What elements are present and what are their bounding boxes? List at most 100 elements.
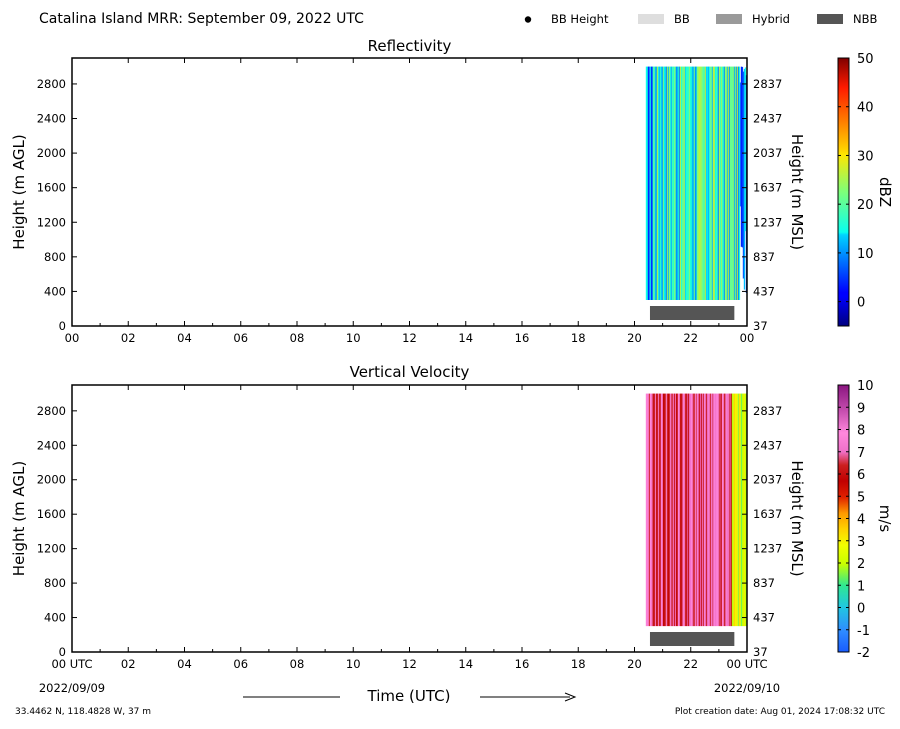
heatmap-column	[651, 66, 654, 300]
heatmap-column	[662, 66, 665, 300]
heatmap-column	[707, 393, 710, 627]
plot-creation-date: Plot creation date: Aug 01, 2024 17:08:3…	[675, 707, 885, 717]
heatmap-column	[737, 66, 740, 300]
heatmap-column	[649, 66, 652, 300]
y-tick-label: 400	[44, 611, 66, 625]
heatmap-column	[690, 393, 693, 627]
x-tick-label: 22	[683, 657, 698, 671]
heatmap-column	[735, 66, 738, 300]
heatmap-column	[687, 66, 690, 300]
heatmap-column	[677, 66, 680, 300]
y-tick-label-right: 37	[753, 645, 768, 659]
heatmap-column	[646, 393, 649, 627]
heatmap-column	[656, 66, 659, 300]
heatmap-column	[696, 66, 699, 300]
x-tick-label: 12	[402, 657, 417, 671]
heatmap-column	[706, 393, 709, 627]
heatmap-column	[713, 66, 716, 300]
heatmap-column	[679, 66, 682, 300]
heatmap-column	[679, 393, 682, 627]
heatmap-column	[681, 66, 684, 300]
heatmap-column	[726, 393, 729, 627]
heatmap-column	[664, 393, 667, 627]
y-tick-label: 800	[44, 576, 66, 590]
colorbar-tick-label: -1	[857, 624, 870, 639]
heatmap-column	[720, 393, 723, 627]
colorbar-tick-label: 6	[857, 468, 865, 483]
heatmap-column	[668, 393, 671, 627]
heatmap-column	[717, 66, 720, 300]
heatmap-column	[710, 66, 713, 300]
heatmap-column	[714, 393, 717, 627]
heatmap-column	[719, 66, 722, 300]
heatmap-column	[652, 66, 655, 300]
heatmap-column	[702, 393, 705, 627]
y-tick-label-right: 2037	[753, 473, 782, 487]
heatmap-column	[657, 66, 660, 300]
heatmap-column	[740, 66, 743, 247]
heatmap-column	[667, 66, 670, 300]
legend-dot-bb-height	[524, 16, 532, 23]
colorbar-tick-label: 4	[857, 513, 865, 528]
heatmap-column	[696, 393, 699, 627]
x-tick-label: 08	[290, 331, 305, 345]
heatmap-column	[729, 393, 732, 627]
heatmap-column	[713, 393, 716, 627]
y-tick-label: 1600	[37, 507, 66, 521]
heatmap-column	[675, 393, 678, 627]
heatmap-column	[690, 66, 693, 300]
heatmap-column	[659, 66, 662, 300]
y-tick-label-right: 1237	[753, 542, 782, 556]
heatmap-column	[700, 66, 703, 300]
heatmap-column	[665, 393, 668, 627]
heatmap-column	[711, 66, 714, 300]
heatmap-column	[724, 393, 727, 627]
heatmap-column	[744, 67, 747, 232]
heatmap-column	[682, 393, 685, 627]
heatmap-column	[737, 393, 740, 627]
heatmap-column	[647, 66, 650, 300]
heatmap-column	[699, 393, 702, 627]
heatmap-column	[653, 393, 656, 627]
heatmap-column	[663, 66, 666, 300]
heatmap-column	[660, 66, 663, 300]
y-tick-label: 1200	[37, 542, 66, 556]
heatmap-column	[656, 393, 659, 627]
heatmap-column	[727, 393, 730, 627]
heatmap-column	[712, 393, 715, 627]
heatmap-column	[673, 66, 676, 300]
heatmap-column	[671, 393, 674, 627]
heatmap-column	[725, 66, 728, 300]
heatmap-column	[743, 393, 746, 627]
heatmap-column	[739, 393, 742, 627]
y-tick-label-right: 2437	[753, 112, 782, 126]
legend-patch-nbb	[817, 14, 843, 24]
heatmap-column	[717, 393, 720, 627]
heatmap-column	[736, 393, 739, 627]
heatmap-column	[708, 393, 711, 627]
x-tick-label: 18	[571, 657, 586, 671]
y-tick-label-right: 2837	[753, 77, 782, 91]
colorbar-tick-label: 8	[857, 424, 865, 439]
heatmap-column	[689, 66, 692, 300]
heatmap-column	[728, 393, 731, 627]
heatmap-column	[736, 66, 739, 300]
heatmap-column	[650, 66, 653, 300]
x-tick-label: 06	[233, 331, 248, 345]
heatmap-column	[680, 66, 683, 300]
heatmap-column	[698, 66, 701, 300]
colorbar-tick-label: 7	[857, 446, 865, 461]
x-tick-label: 16	[515, 657, 530, 671]
x-tick-label: 10	[346, 331, 361, 345]
x-tick-label: 16	[515, 331, 530, 345]
heatmap-column	[655, 66, 658, 300]
colorbar-tick-label: 9	[857, 401, 865, 416]
colorbar-tick-label: 0	[857, 296, 865, 311]
x-tick-label: 20	[627, 331, 642, 345]
x-tick-label: 02	[121, 331, 136, 345]
heatmap-column	[688, 66, 691, 300]
x-tick-label: 04	[177, 331, 192, 345]
heatmap-column	[697, 393, 700, 627]
heatmap-column	[663, 393, 666, 627]
